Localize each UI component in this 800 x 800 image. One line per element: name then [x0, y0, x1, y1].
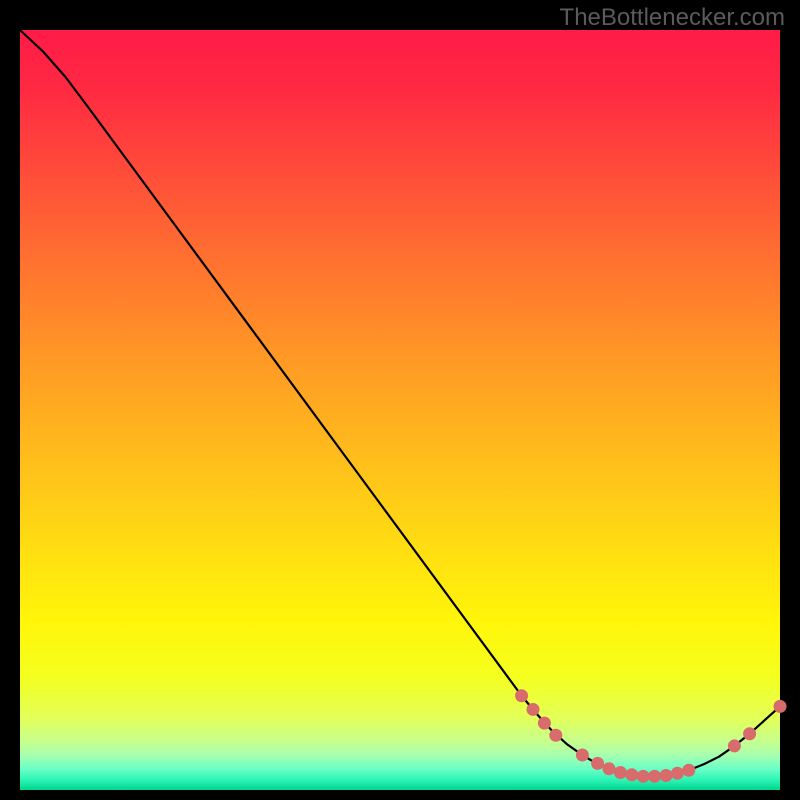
curve-marker — [637, 770, 649, 782]
chart-stage: TheBottlenecker.com — [0, 0, 800, 800]
curve-marker — [671, 767, 683, 779]
curve-marker — [603, 763, 615, 775]
watermark-text: TheBottlenecker.com — [560, 4, 785, 32]
curve-marker — [614, 767, 626, 779]
curve-marker — [649, 770, 661, 782]
curve-marker — [774, 700, 786, 712]
curve-marker — [744, 728, 756, 740]
marker-group — [516, 690, 786, 783]
chart-svg-overlay — [20, 30, 780, 790]
curve-marker — [576, 749, 588, 761]
curve-marker — [660, 770, 672, 782]
curve-marker — [626, 769, 638, 781]
curve-marker — [527, 703, 539, 715]
bottleneck-curve — [20, 30, 780, 776]
curve-marker — [683, 764, 695, 776]
curve-marker — [550, 729, 562, 741]
plot-area — [20, 30, 780, 790]
curve-marker — [728, 740, 740, 752]
curve-marker — [538, 717, 550, 729]
curve-marker — [592, 757, 604, 769]
curve-marker — [516, 690, 528, 702]
